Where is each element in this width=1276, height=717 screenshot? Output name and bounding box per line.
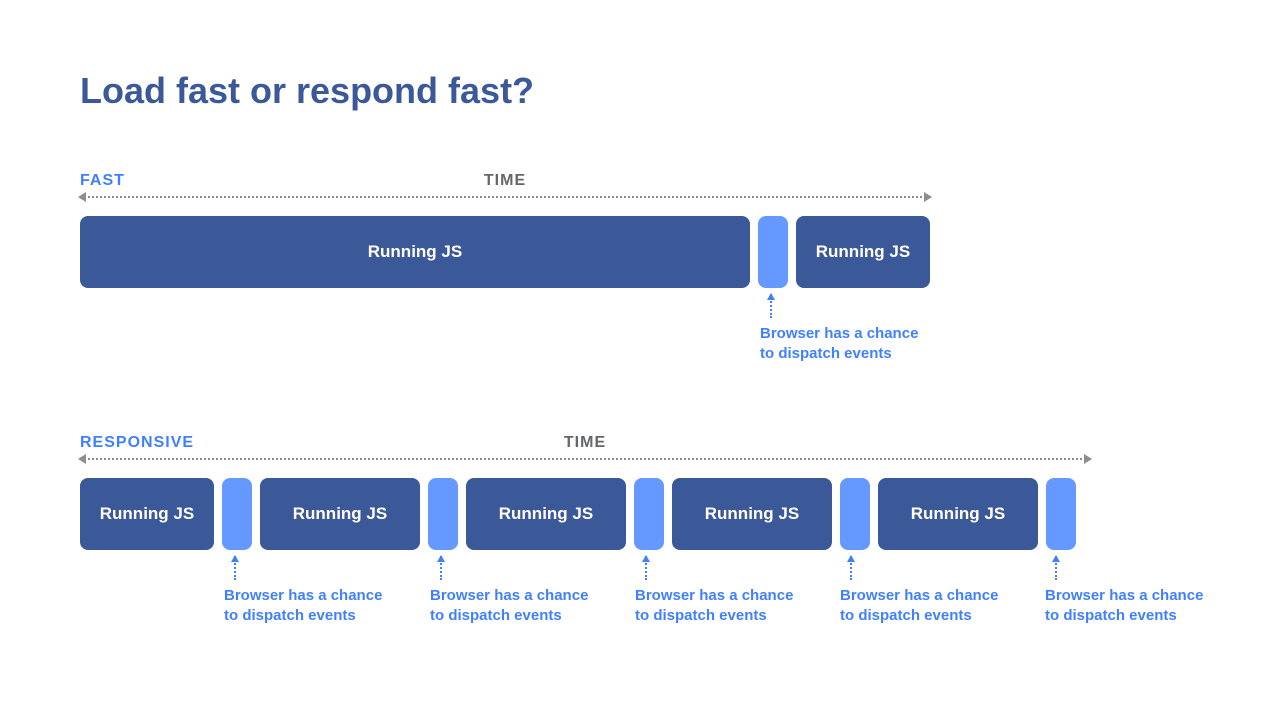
annotation: Browser has a chance to dispatch events — [234, 556, 394, 625]
js-block: Running JS — [672, 478, 832, 550]
timelines-container: FASTTIMERunning JSRunning JSBrowser has … — [80, 172, 1196, 666]
js-block: Running JS — [80, 478, 214, 550]
annotation-text: Browser has a chance to dispatch events — [430, 586, 600, 625]
axis-arrow-right-icon — [924, 192, 932, 202]
time-axis — [80, 192, 930, 202]
annotations-row: Browser has a chance to dispatch eventsB… — [80, 556, 1196, 666]
annotation-arrow-icon — [440, 556, 442, 580]
event-gap-block — [428, 478, 458, 550]
axis-label-time: TIME — [564, 434, 606, 452]
annotation-arrow-icon — [850, 556, 852, 580]
annotation-text: Browser has a chance to dispatch events — [224, 586, 394, 625]
timeline-header: FAST TIME — [80, 172, 930, 190]
timeline-section: FASTTIMERunning JSRunning JSBrowser has … — [80, 172, 1196, 404]
js-block: Running JS — [260, 478, 420, 550]
js-block: Running JS — [796, 216, 930, 288]
annotation-text: Browser has a chance to dispatch events — [1045, 586, 1215, 625]
annotations-row: Browser has a chance to dispatch events — [80, 294, 1196, 404]
axis-label-left: RESPONSIVE — [80, 434, 194, 452]
event-gap-block — [634, 478, 664, 550]
timeline-section: RESPONSIVETIMERunning JSRunning JSRunnin… — [80, 434, 1196, 666]
axis-arrow-left-icon — [78, 454, 86, 464]
axis-label-time: TIME — [484, 172, 526, 190]
page-title: Load fast or respond fast? — [80, 70, 1196, 112]
event-gap-block — [1046, 478, 1076, 550]
annotation-arrow-icon — [234, 556, 236, 580]
annotation: Browser has a chance to dispatch events — [440, 556, 600, 625]
annotation-arrow-icon — [770, 294, 772, 318]
annotation-text: Browser has a chance to dispatch events — [635, 586, 805, 625]
timeline-header: RESPONSIVE TIME — [80, 434, 1090, 452]
timeline-track: Running JS Running JS Running JS Running JS… — [80, 478, 1196, 550]
annotation-text: Browser has a chance to dispatch events — [760, 324, 930, 363]
annotation: Browser has a chance to dispatch events — [770, 294, 930, 363]
axis-arrow-right-icon — [1084, 454, 1092, 464]
annotation-text: Browser has a chance to dispatch events — [840, 586, 1010, 625]
axis-dots — [80, 458, 1090, 460]
js-block: Running JS — [466, 478, 626, 550]
axis-arrow-left-icon — [78, 192, 86, 202]
timeline-track: Running JS Running JS — [80, 216, 1196, 288]
js-block: Running JS — [878, 478, 1038, 550]
annotation: Browser has a chance to dispatch events — [850, 556, 1010, 625]
event-gap-block — [758, 216, 788, 288]
annotation: Browser has a chance to dispatch events — [645, 556, 805, 625]
annotation-arrow-icon — [645, 556, 647, 580]
axis-dots — [80, 196, 930, 198]
event-gap-block — [222, 478, 252, 550]
event-gap-block — [840, 478, 870, 550]
axis-label-left: FAST — [80, 172, 125, 190]
js-block: Running JS — [80, 216, 750, 288]
annotation-arrow-icon — [1055, 556, 1057, 580]
time-axis — [80, 454, 1090, 464]
annotation: Browser has a chance to dispatch events — [1055, 556, 1215, 625]
